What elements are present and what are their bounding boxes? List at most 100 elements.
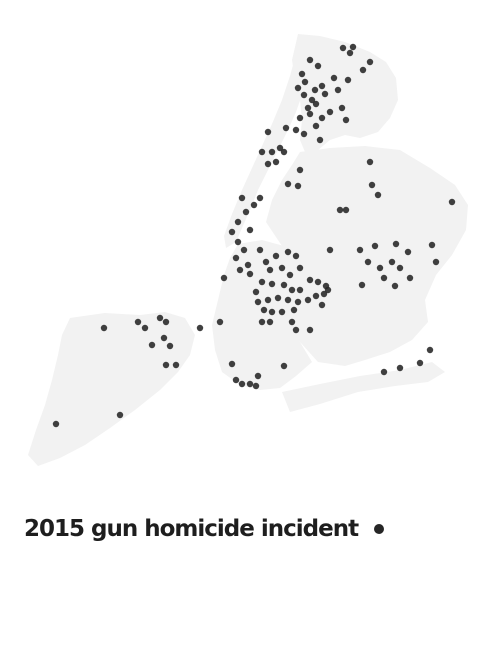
incident-dot (311, 86, 319, 94)
incident-dot (172, 361, 180, 369)
incident-dot (396, 264, 404, 272)
incident-dot (156, 314, 164, 322)
incident-dot (262, 258, 270, 266)
incident-dot (282, 124, 290, 132)
incident-dot (246, 380, 254, 388)
incident-dot (304, 296, 312, 304)
incident-dot (274, 294, 282, 302)
incident-dot (406, 274, 414, 282)
incident-dot (134, 318, 142, 326)
incident-dot (242, 208, 250, 216)
incident-dot (234, 238, 242, 246)
incident-dot (268, 148, 276, 156)
incident-dot (296, 286, 304, 294)
incident-dot (388, 258, 396, 266)
rockaway-land (282, 362, 445, 412)
incident-dot (324, 286, 332, 294)
incident-dot (268, 308, 276, 316)
incident-dot (266, 266, 274, 274)
incident-dot (314, 62, 322, 70)
incident-dot (292, 126, 300, 134)
incident-dot (428, 241, 436, 249)
incident-dot (306, 276, 314, 284)
incident-dot (278, 264, 286, 272)
incident-dot (272, 158, 280, 166)
incident-dot (238, 380, 246, 388)
incident-dot (52, 420, 60, 428)
incident-dot (312, 100, 320, 108)
incident-dot (392, 240, 400, 248)
incident-dot (232, 376, 240, 384)
incident-dot (338, 104, 346, 112)
incident-dot (228, 228, 236, 236)
incident-dot (371, 242, 379, 250)
incident-dot (364, 258, 372, 266)
incident-dot (294, 182, 302, 190)
incident-dot (344, 76, 352, 84)
incident-dot (306, 110, 314, 118)
incident-dot (162, 318, 170, 326)
incident-dot (260, 306, 268, 314)
incident-dot (366, 58, 374, 66)
incident-dot (368, 181, 376, 189)
incident-dot (380, 368, 388, 376)
incident-dot (308, 96, 316, 104)
incident-dot (300, 130, 308, 138)
incident-dot (288, 318, 296, 326)
brooklyn-land (212, 240, 312, 390)
incident-dot (232, 254, 240, 262)
incident-dot (391, 282, 399, 290)
incident-dot (166, 342, 174, 350)
borough-land (28, 34, 468, 466)
incident-dot (342, 116, 350, 124)
incident-dot (396, 364, 404, 372)
incident-dot (432, 258, 440, 266)
legend-label: 2015 gun homicide incident (24, 516, 359, 542)
incident-dot (426, 346, 434, 354)
incident-dot (258, 318, 266, 326)
incident-dot (366, 158, 374, 166)
incident-dot (448, 198, 456, 206)
legend: 2015 gun homicide incident (24, 516, 385, 542)
incident-dot (246, 226, 254, 234)
incident-dot (416, 359, 424, 367)
incident-dot (356, 246, 364, 254)
queens-land (266, 146, 468, 366)
incident-dot (306, 326, 314, 334)
incident-dot (374, 191, 382, 199)
incident-dot (268, 280, 276, 288)
incident-dot (234, 218, 242, 226)
incident-dot (380, 274, 388, 282)
incident-dot (314, 278, 322, 286)
legend-marker-icon (374, 524, 385, 534)
incident-dot (116, 411, 124, 419)
incident-dot (264, 296, 272, 304)
incident-dot (240, 246, 248, 254)
incident-dot (100, 324, 108, 332)
incident-dot (220, 274, 228, 282)
incident-dot (272, 252, 280, 260)
incident-dot (298, 70, 306, 78)
incident-dot (216, 318, 224, 326)
incident-dot (162, 361, 170, 369)
incident-dot (256, 194, 264, 202)
incident-dot (264, 128, 272, 136)
incident-dot (284, 296, 292, 304)
incident-dot (316, 136, 324, 144)
incident-dot (254, 298, 262, 306)
incident-dot (264, 160, 272, 168)
incident-dot (296, 114, 304, 122)
incident-dot (346, 49, 354, 57)
incident-dot (376, 264, 384, 272)
incident-dot (280, 281, 288, 289)
incident-dot (339, 44, 347, 52)
incident-dot (196, 324, 204, 332)
incident-dot (292, 326, 300, 334)
incident-dot (284, 248, 292, 256)
incident-dot (292, 252, 300, 260)
incident-dot (246, 270, 254, 278)
incident-dot (304, 104, 312, 112)
nyc-map (28, 34, 468, 466)
incident-dot (306, 56, 314, 64)
incident-dot (278, 308, 286, 316)
